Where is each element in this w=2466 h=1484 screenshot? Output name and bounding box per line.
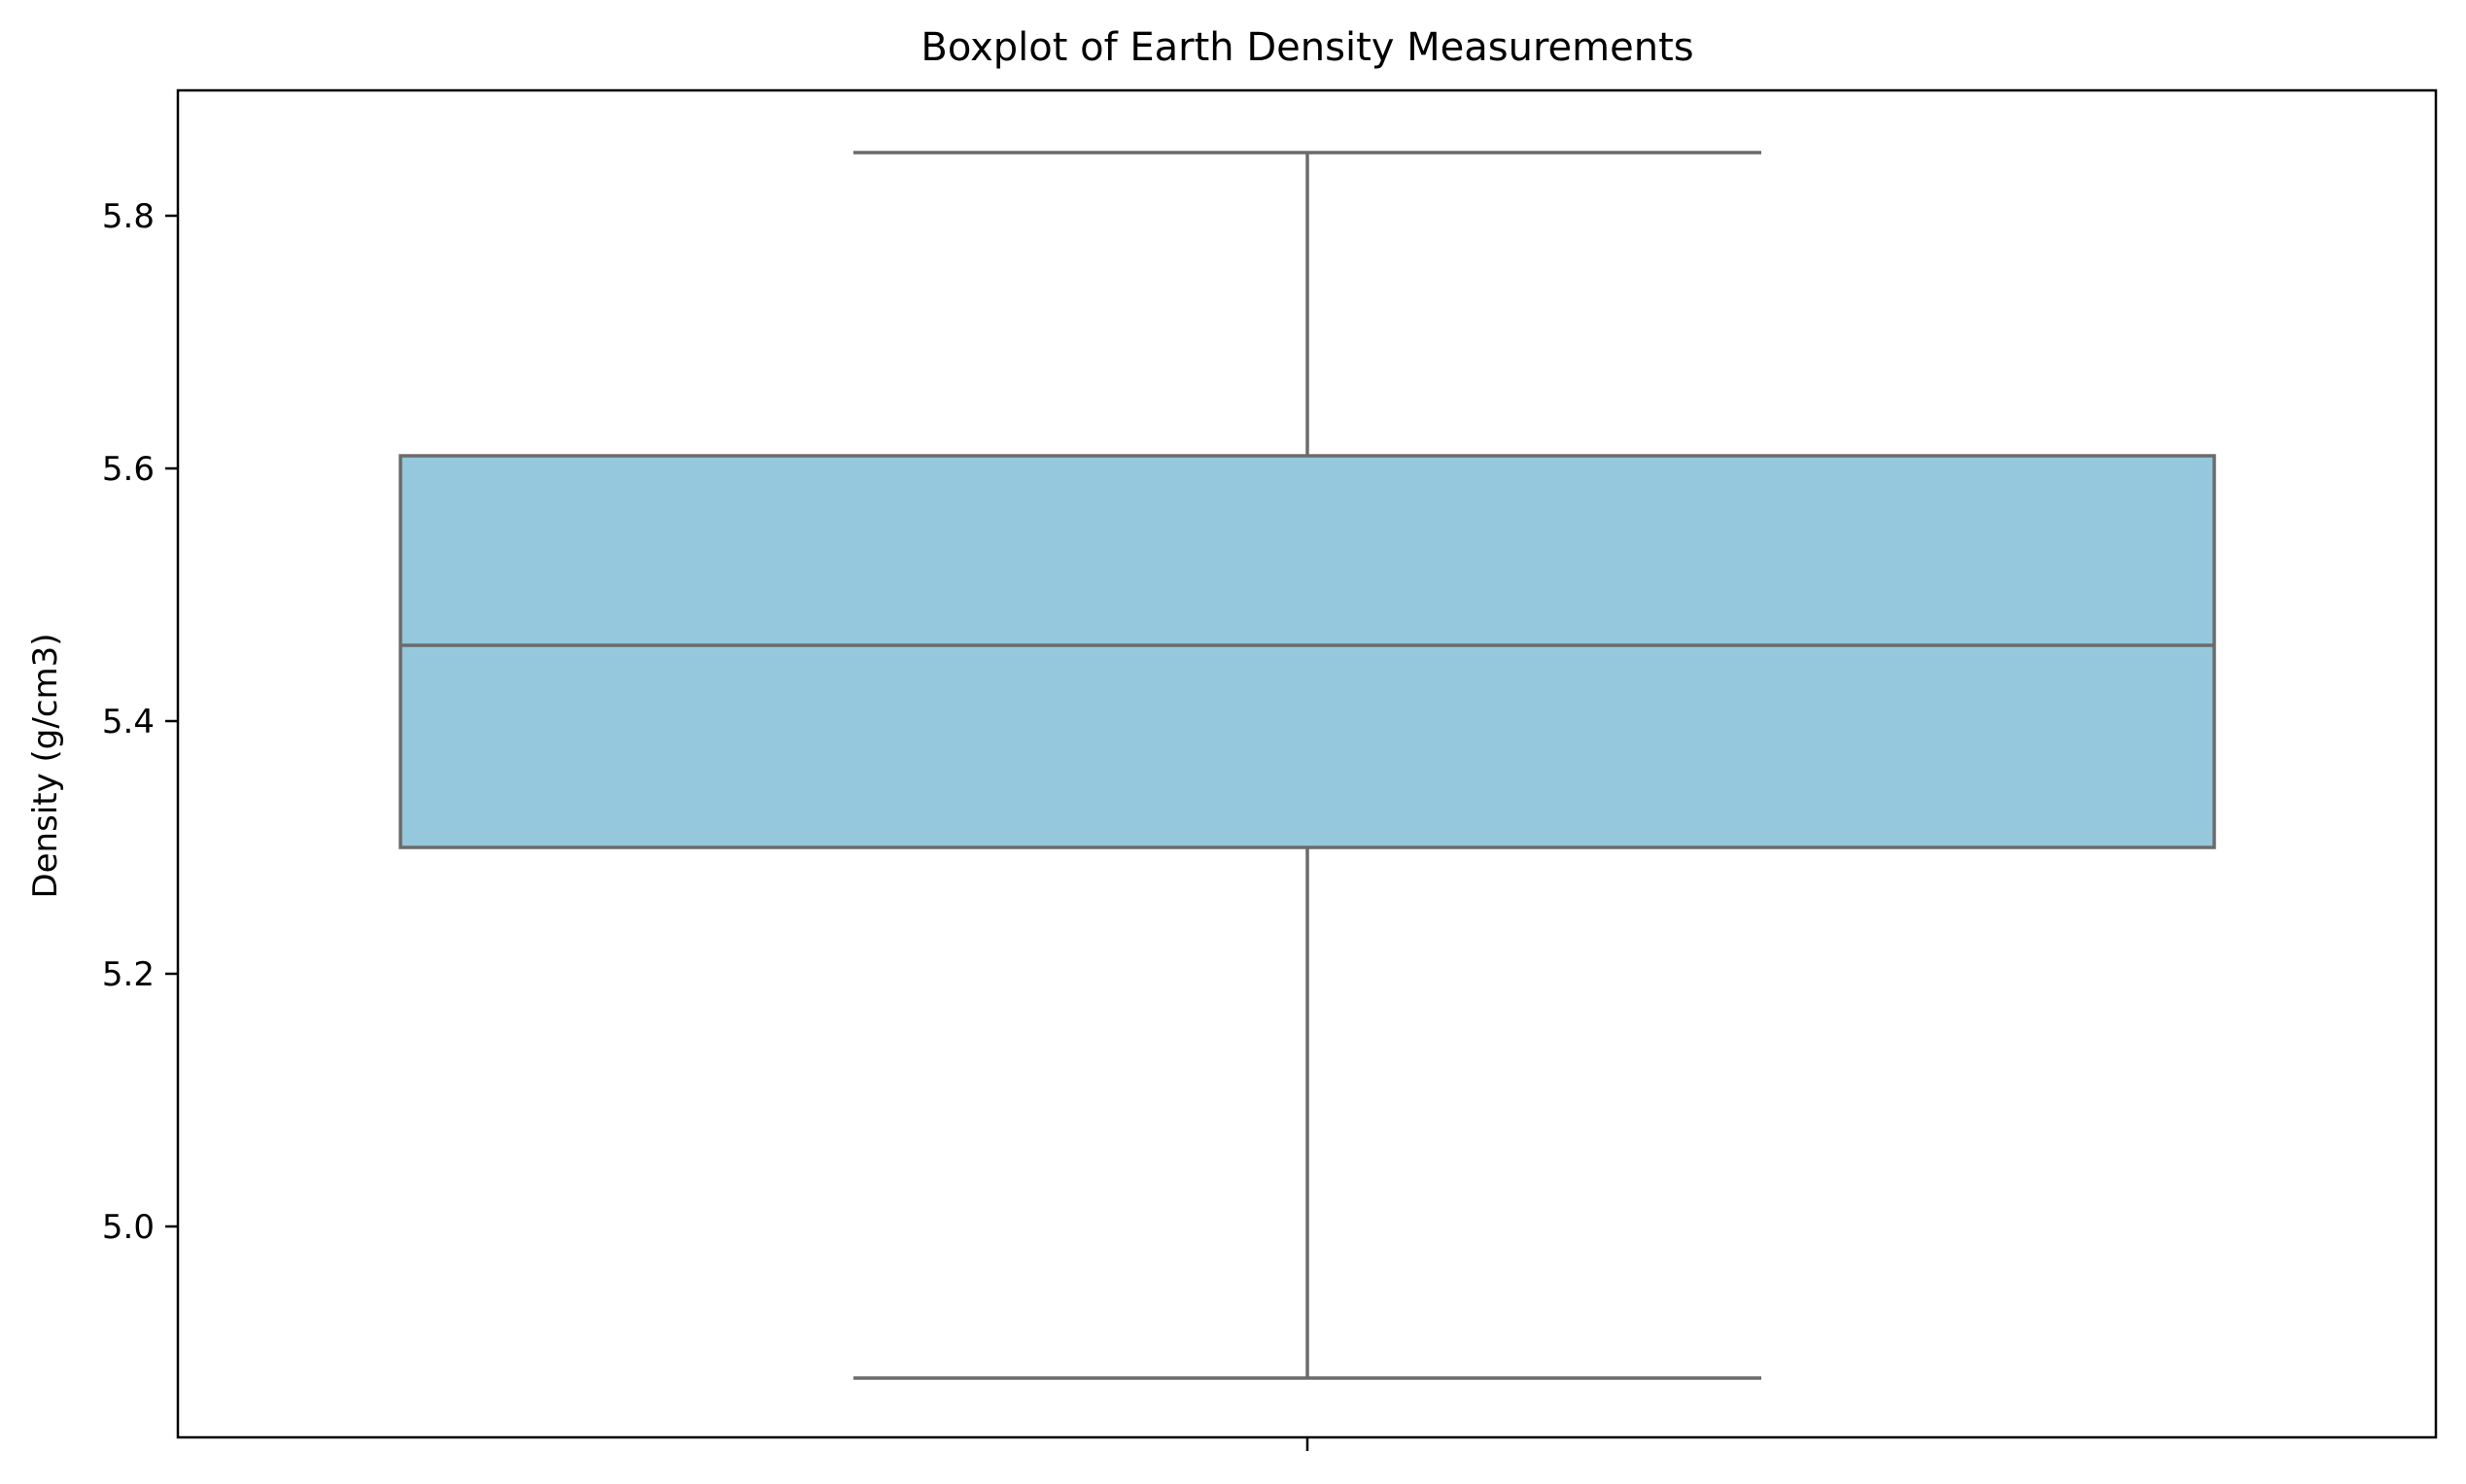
y-axis-label: Density (g/cm3) (26, 633, 65, 898)
chart-title: Boxplot of Earth Density Measurements (920, 25, 1693, 70)
y-tick-label: 5.4 (102, 703, 155, 742)
y-tick-label: 5.8 (102, 197, 155, 236)
y-tick-label: 5.2 (102, 955, 155, 994)
plot-area (399, 151, 2216, 1380)
y-axis-ticks: 5.0 5.2 5.4 5.6 5.8 (102, 197, 178, 1247)
y-tick-label: 5.6 (102, 450, 155, 489)
y-tick-label: 5.0 (102, 1208, 155, 1247)
iqr-box (399, 454, 2216, 849)
